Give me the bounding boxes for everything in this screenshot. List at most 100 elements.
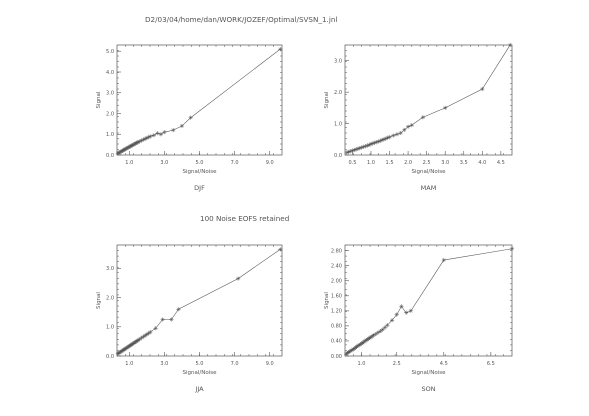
x-tick-label: 9.0 — [266, 361, 274, 367]
y-axis-label: Signal — [324, 292, 330, 309]
data-point — [278, 247, 283, 252]
x-tick-label: 2.0 — [404, 160, 412, 166]
data-point — [368, 335, 373, 340]
marker-stroke — [236, 276, 240, 281]
x-tick-label: 1.0 — [125, 361, 133, 367]
marker-stroke — [365, 143, 369, 148]
data-point — [402, 127, 407, 132]
data-point — [378, 329, 383, 334]
panel-title: JJA — [194, 385, 204, 393]
data-point — [350, 148, 355, 153]
data-point — [375, 330, 381, 335]
marker-stroke — [387, 135, 392, 139]
marker-stroke — [148, 134, 152, 138]
x-tick-label: 1.0 — [125, 160, 133, 166]
marker-stroke — [442, 258, 446, 262]
panel-title: MAM — [421, 184, 437, 192]
marker-stroke — [376, 331, 380, 335]
marker-stroke — [180, 124, 184, 128]
data-point — [360, 340, 365, 345]
marker-stroke — [399, 131, 403, 135]
x-axis-label: Signal/Noise — [411, 370, 446, 376]
marker-stroke — [162, 130, 167, 134]
x-tick-label: 1.0 — [357, 361, 365, 367]
y-tick-label: 3.0 — [106, 266, 114, 272]
x-tick-label: 6.5 — [487, 361, 495, 367]
marker-stroke — [350, 148, 355, 153]
data-point — [387, 134, 392, 140]
data-point — [278, 47, 283, 52]
data-point — [394, 312, 399, 317]
data-point — [148, 134, 153, 139]
y-tick-label: 2.0 — [334, 90, 342, 96]
marker-stroke — [152, 133, 156, 137]
y-tick-label: 0.0 — [106, 354, 114, 360]
x-tick-label: 3.0 — [160, 160, 168, 166]
marker-stroke — [155, 131, 160, 135]
marker-stroke — [508, 43, 512, 47]
data-point — [385, 135, 390, 140]
x-tick-label: 7.0 — [231, 160, 239, 166]
data-point — [176, 307, 181, 312]
marker-stroke — [382, 137, 386, 141]
y-tick-label: 5.0 — [106, 49, 114, 55]
data-point — [372, 140, 377, 145]
data-point — [158, 132, 163, 137]
marker-stroke — [278, 247, 282, 252]
y-tick-label: 0.00 — [331, 354, 342, 360]
marker-stroke — [345, 150, 349, 155]
data-point — [508, 42, 513, 48]
data-point — [346, 149, 351, 154]
marker-stroke — [347, 150, 351, 154]
marker-stroke — [395, 132, 399, 136]
data-point — [509, 246, 515, 251]
data-point — [171, 127, 176, 133]
x-tick-label: 7.0 — [231, 361, 239, 367]
marker-stroke — [148, 330, 152, 334]
marker-stroke — [391, 133, 395, 138]
data-point — [162, 130, 167, 135]
data-point — [398, 130, 403, 136]
marker-stroke — [380, 138, 384, 142]
data-point — [169, 317, 174, 322]
x-tick-label: 3.0 — [441, 160, 449, 166]
marker-stroke — [360, 145, 364, 150]
data-point — [160, 317, 165, 322]
marker-stroke — [358, 146, 362, 150]
data-point — [155, 131, 160, 136]
y-axis-label: Signal — [96, 292, 102, 309]
y-tick-label: 1.20 — [331, 309, 342, 315]
data-point — [441, 257, 446, 263]
data-point — [420, 115, 426, 120]
y-axis-label: Signal — [324, 91, 330, 108]
data-point — [443, 105, 448, 110]
marker-stroke — [510, 247, 514, 251]
x-tick-label: 0.5 — [348, 160, 356, 166]
data-point — [480, 86, 485, 92]
x-tick-label: 2.5 — [393, 361, 401, 367]
data-point — [179, 123, 185, 129]
marker-stroke — [399, 304, 404, 308]
y-tick-label: 1.60 — [331, 294, 342, 300]
marker-stroke — [361, 145, 366, 149]
y-tick-label: 2.0 — [106, 295, 114, 301]
data-point — [408, 308, 413, 313]
data-point — [148, 329, 153, 335]
marker-stroke — [376, 139, 381, 144]
x-tick-label: 5.0 — [196, 361, 204, 367]
data-point — [389, 318, 395, 323]
x-tick-label: 4.5 — [497, 160, 505, 166]
x-tick-label: 4.5 — [440, 361, 448, 367]
y-tick-label: 1.0 — [334, 121, 342, 127]
x-axis-label: Signal/Noise — [411, 169, 446, 175]
marker-stroke — [386, 136, 390, 140]
marker-stroke — [371, 141, 375, 146]
marker-stroke — [189, 115, 193, 120]
y-tick-label: 4.0 — [106, 70, 114, 76]
marker-stroke — [171, 128, 175, 132]
marker-stroke — [278, 47, 282, 51]
data-point — [380, 137, 385, 143]
x-tick-label: 1.0 — [367, 160, 375, 166]
marker-stroke — [378, 329, 382, 333]
